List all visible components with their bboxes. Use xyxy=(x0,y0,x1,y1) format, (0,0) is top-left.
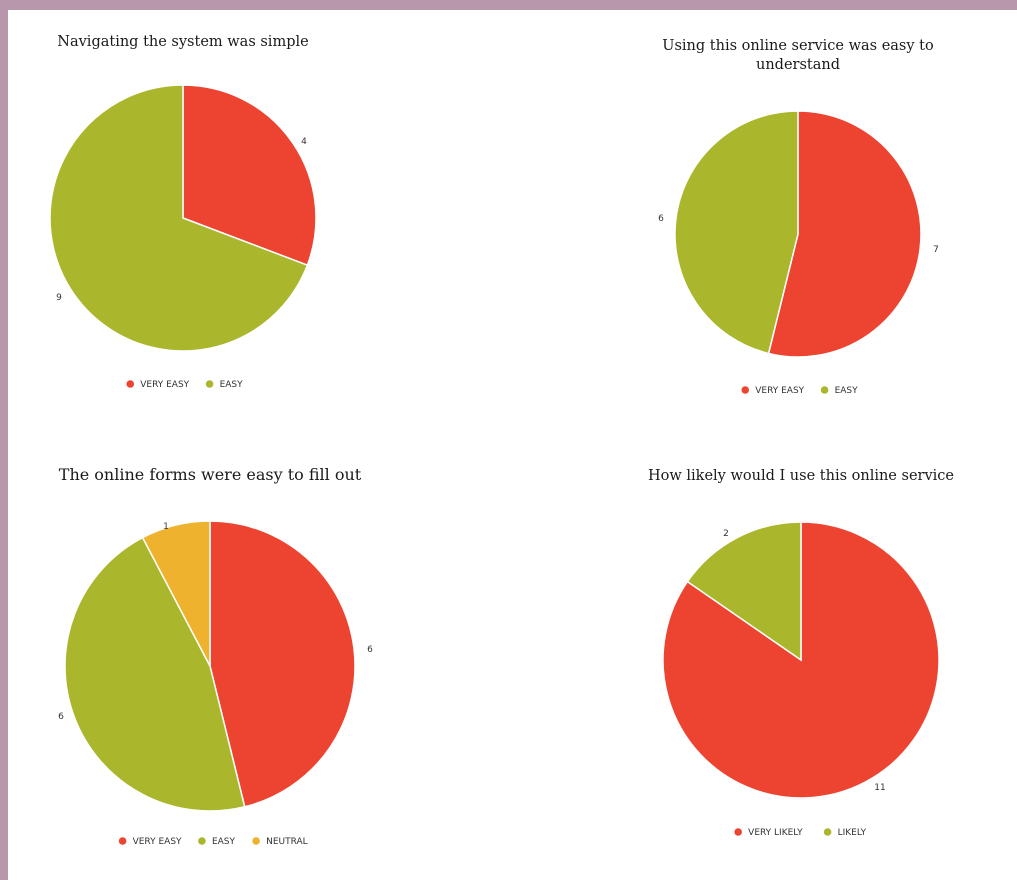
legend-label: EASY xyxy=(212,837,236,847)
dashboard-canvas: Navigating the system was simple 4 9 VERY E… xyxy=(8,10,1017,880)
legend-item[interactable]: EASY xyxy=(198,837,236,847)
data-label: 2 xyxy=(723,529,729,539)
pie-chart-4: How likely would I use this online servi… xyxy=(648,468,954,838)
legend-item[interactable]: EASY xyxy=(205,380,244,390)
pie-slice-very-easy xyxy=(182,84,317,267)
legend-label: NEUTRAL xyxy=(266,837,308,847)
data-label: 6 xyxy=(658,214,664,224)
legend-item[interactable]: NEUTRAL xyxy=(252,837,308,847)
chart-title: How likely would I use this online servi… xyxy=(648,468,954,484)
legend-marker-icon xyxy=(252,837,260,845)
data-label: 7 xyxy=(933,245,939,255)
legend-item[interactable]: LIKELY xyxy=(823,828,867,838)
data-label: 1 xyxy=(163,522,169,532)
data-label: 6 xyxy=(367,645,373,655)
pie-chart-3: The online forms were easy to fill out 6 6… xyxy=(58,465,373,847)
legend: VERY EASY EASY xyxy=(741,386,858,396)
legend: VERY LIKELY LIKELY xyxy=(734,828,867,838)
legend-label: EASY xyxy=(220,380,244,390)
chart-title: Navigating the system was simple xyxy=(57,34,308,50)
legend-marker-icon xyxy=(205,380,214,388)
chart-title: Using this online service was easy to xyxy=(662,38,933,54)
pie-slice-easy xyxy=(674,110,799,355)
pie-slice-very-easy xyxy=(209,520,356,808)
pie-slice-neutral xyxy=(141,520,211,667)
legend-marker-icon xyxy=(126,380,135,388)
pie-chart-1: Navigating the system was simple 4 9 VERY E… xyxy=(49,34,317,390)
legend-label: VERY EASY xyxy=(133,837,182,847)
legend-marker-icon xyxy=(820,386,829,394)
data-label: 4 xyxy=(301,137,307,147)
pie-charts-svg: Navigating the system was simple 4 9 VERY E… xyxy=(49,34,954,847)
pie-chart-2: Using this online service was easy to und… xyxy=(658,38,939,396)
chart-title: The online forms were easy to fill out xyxy=(59,465,362,484)
legend-marker-icon xyxy=(198,837,206,845)
legend-marker-icon xyxy=(823,828,832,836)
pie-slice-easy xyxy=(49,84,309,352)
legend-marker-icon xyxy=(118,837,127,845)
legend-marker-icon xyxy=(741,386,750,394)
legend: VERY EASY EASY NEUTRAL xyxy=(118,837,308,847)
legend-label: VERY EASY xyxy=(140,380,189,390)
legend-label: VERY LIKELY xyxy=(748,828,803,838)
pie-slice-likely xyxy=(686,521,802,662)
legend-item[interactable]: VERY EASY xyxy=(741,386,805,396)
legend-item[interactable]: VERY EASY xyxy=(118,837,182,847)
legend-item[interactable]: EASY xyxy=(820,386,859,396)
legend-label: VERY EASY xyxy=(755,386,804,396)
legend: VERY EASY EASY xyxy=(126,380,243,390)
chart-title: understand xyxy=(756,57,840,73)
data-label: 11 xyxy=(874,783,885,793)
pie-slice-easy xyxy=(64,536,246,812)
legend-item[interactable]: VERY LIKELY xyxy=(734,828,803,838)
legend-item[interactable]: VERY EASY xyxy=(126,380,190,390)
legend-label: EASY xyxy=(835,386,859,396)
data-label: 6 xyxy=(58,712,64,722)
legend-marker-icon xyxy=(734,828,742,836)
data-label: 9 xyxy=(56,293,62,303)
legend-label: LIKELY xyxy=(838,828,867,838)
pie-slice-very-easy xyxy=(767,110,922,358)
